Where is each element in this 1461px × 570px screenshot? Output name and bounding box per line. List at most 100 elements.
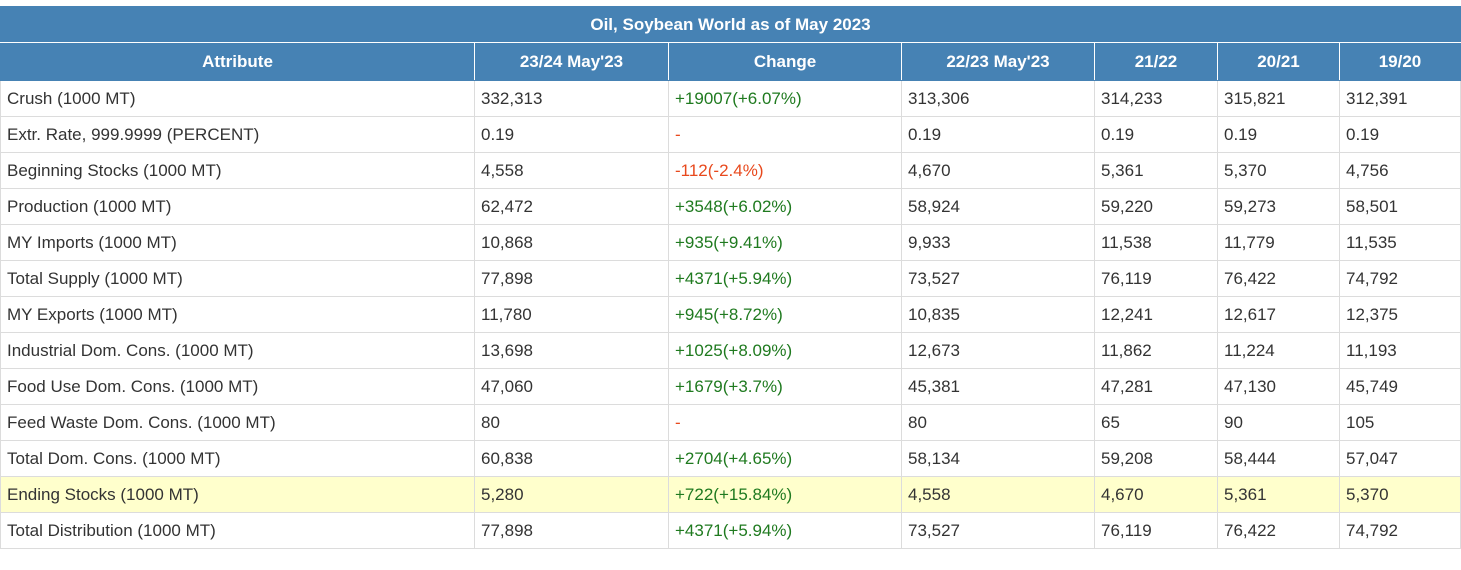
cell-attribute: Extr. Rate, 999.9999 (PERCENT) xyxy=(0,116,475,153)
cell-2324-may23: 62,472 xyxy=(474,188,669,225)
cell-2122: 314,233 xyxy=(1094,80,1218,117)
cell-2324-may23: 10,868 xyxy=(474,224,669,261)
cell-attribute: Total Distribution (1000 MT) xyxy=(0,512,475,549)
cell-1920: 105 xyxy=(1339,404,1461,441)
cell-change: +945(+8.72%) xyxy=(668,296,902,333)
cell-2021: 315,821 xyxy=(1217,80,1340,117)
cell-2021: 12,617 xyxy=(1217,296,1340,333)
cell-change: +3548(+6.02%) xyxy=(668,188,902,225)
cell-2324-may23: 60,838 xyxy=(474,440,669,477)
cell-2122: 65 xyxy=(1094,404,1218,441)
cell-change: +935(+9.41%) xyxy=(668,224,902,261)
table-row: Beginning Stocks (1000 MT) 4,558 -112(-2.4… xyxy=(0,152,1461,189)
column-header-2122[interactable]: 21/22 xyxy=(1094,42,1218,81)
cell-1920: 4,756 xyxy=(1339,152,1461,189)
cell-2324-may23: 77,898 xyxy=(474,512,669,549)
cell-2324-may23: 332,313 xyxy=(474,80,669,117)
cell-1920: 11,193 xyxy=(1339,332,1461,369)
cell-2324-may23: 13,698 xyxy=(474,332,669,369)
cell-attribute: Ending Stocks (1000 MT) xyxy=(0,476,475,513)
cell-2021: 90 xyxy=(1217,404,1340,441)
cell-2324-may23: 4,558 xyxy=(474,152,669,189)
cell-2122: 76,119 xyxy=(1094,260,1218,297)
cell-2324-may23: 0.19 xyxy=(474,116,669,153)
cell-2021: 0.19 xyxy=(1217,116,1340,153)
cell-1920: 0.19 xyxy=(1339,116,1461,153)
cell-2122: 4,670 xyxy=(1094,476,1218,513)
table-row: Production (1000 MT) 62,472 +3548(+6.02%) 5… xyxy=(0,188,1461,225)
column-header-attribute[interactable]: Attribute xyxy=(0,42,475,81)
cell-2223-may23: 73,527 xyxy=(901,512,1095,549)
table-row: Total Distribution (1000 MT) 77,898 +4371(… xyxy=(0,512,1461,549)
table-title: Oil, Soybean World as of May 2023 xyxy=(0,6,1461,43)
world-supply-table: Oil, Soybean World as of May 2023 Attrib… xyxy=(0,6,1461,549)
table-row: Crush (1000 MT) 332,313 +19007(+6.07%) 313,… xyxy=(0,80,1461,117)
table-header-row: Attribute 23/24 May'23 Change 22/23 May'… xyxy=(0,42,1461,81)
cell-attribute: Total Supply (1000 MT) xyxy=(0,260,475,297)
cell-attribute: Feed Waste Dom. Cons. (1000 MT) xyxy=(0,404,475,441)
cell-1920: 58,501 xyxy=(1339,188,1461,225)
cell-1920: 57,047 xyxy=(1339,440,1461,477)
cell-change: -112(-2.4%) xyxy=(668,152,902,189)
cell-1920: 45,749 xyxy=(1339,368,1461,405)
cell-1920: 5,370 xyxy=(1339,476,1461,513)
table-title-row: Oil, Soybean World as of May 2023 xyxy=(0,6,1461,43)
cell-2021: 5,370 xyxy=(1217,152,1340,189)
cell-2223-may23: 4,558 xyxy=(901,476,1095,513)
cell-2122: 76,119 xyxy=(1094,512,1218,549)
column-header-2324-may23[interactable]: 23/24 May'23 xyxy=(474,42,669,81)
cell-change: +1025(+8.09%) xyxy=(668,332,902,369)
table-row: MY Exports (1000 MT) 11,780 +945(+8.72%) 10… xyxy=(0,296,1461,333)
cell-1920: 74,792 xyxy=(1339,512,1461,549)
cell-1920: 12,375 xyxy=(1339,296,1461,333)
cell-2223-may23: 45,381 xyxy=(901,368,1095,405)
cell-2122: 12,241 xyxy=(1094,296,1218,333)
cell-1920: 74,792 xyxy=(1339,260,1461,297)
cell-2122: 11,538 xyxy=(1094,224,1218,261)
cell-2021: 47,130 xyxy=(1217,368,1340,405)
cell-2223-may23: 313,306 xyxy=(901,80,1095,117)
table-row: Industrial Dom. Cons. (1000 MT) 13,698 +10… xyxy=(0,332,1461,369)
cell-change: +19007(+6.07%) xyxy=(668,80,902,117)
table-row: Feed Waste Dom. Cons. (1000 MT) 80-80 65 90… xyxy=(0,404,1461,441)
cell-2223-may23: 4,670 xyxy=(901,152,1095,189)
cell-change: +1679(+3.7%) xyxy=(668,368,902,405)
cell-change: +2704(+4.65%) xyxy=(668,440,902,477)
cell-2223-may23: 58,924 xyxy=(901,188,1095,225)
cell-change: +4371(+5.94%) xyxy=(668,512,902,549)
cell-2223-may23: 58,134 xyxy=(901,440,1095,477)
cell-2122: 59,220 xyxy=(1094,188,1218,225)
cell-2223-may23: 0.19 xyxy=(901,116,1095,153)
cell-1920: 312,391 xyxy=(1339,80,1461,117)
cell-2021: 58,444 xyxy=(1217,440,1340,477)
cell-2223-may23: 73,527 xyxy=(901,260,1095,297)
cell-attribute: Industrial Dom. Cons. (1000 MT) xyxy=(0,332,475,369)
cell-2223-may23: 10,835 xyxy=(901,296,1095,333)
cell-2122: 59,208 xyxy=(1094,440,1218,477)
cell-attribute: Production (1000 MT) xyxy=(0,188,475,225)
cell-2122: 47,281 xyxy=(1094,368,1218,405)
cell-2021: 76,422 xyxy=(1217,512,1340,549)
table-row: Total Dom. Cons. (1000 MT) 60,838 +2704(+4… xyxy=(0,440,1461,477)
table-row: MY Imports (1000 MT) 10,868 +935(+9.41%) 9,… xyxy=(0,224,1461,261)
cell-2324-may23: 5,280 xyxy=(474,476,669,513)
table-row: Ending Stocks (1000 MT) 5,280 +722(+15.84%… xyxy=(0,476,1461,513)
cell-2324-may23: 47,060 xyxy=(474,368,669,405)
column-header-2021[interactable]: 20/21 xyxy=(1217,42,1340,81)
column-header-1920[interactable]: 19/20 xyxy=(1339,42,1461,81)
cell-2021: 59,273 xyxy=(1217,188,1340,225)
column-header-change[interactable]: Change xyxy=(668,42,902,81)
cell-2122: 5,361 xyxy=(1094,152,1218,189)
cell-2021: 76,422 xyxy=(1217,260,1340,297)
cell-attribute: Total Dom. Cons. (1000 MT) xyxy=(0,440,475,477)
cell-2021: 5,361 xyxy=(1217,476,1340,513)
cell-2223-may23: 9,933 xyxy=(901,224,1095,261)
cell-2223-may23: 80 xyxy=(901,404,1095,441)
cell-change: - xyxy=(668,116,902,153)
column-header-2223-may23[interactable]: 22/23 May'23 xyxy=(901,42,1095,81)
cell-2122: 0.19 xyxy=(1094,116,1218,153)
cell-2021: 11,224 xyxy=(1217,332,1340,369)
cell-attribute: MY Imports (1000 MT) xyxy=(0,224,475,261)
cell-2324-may23: 11,780 xyxy=(474,296,669,333)
table-row: Total Supply (1000 MT) 77,898 +4371(+5.94%… xyxy=(0,260,1461,297)
